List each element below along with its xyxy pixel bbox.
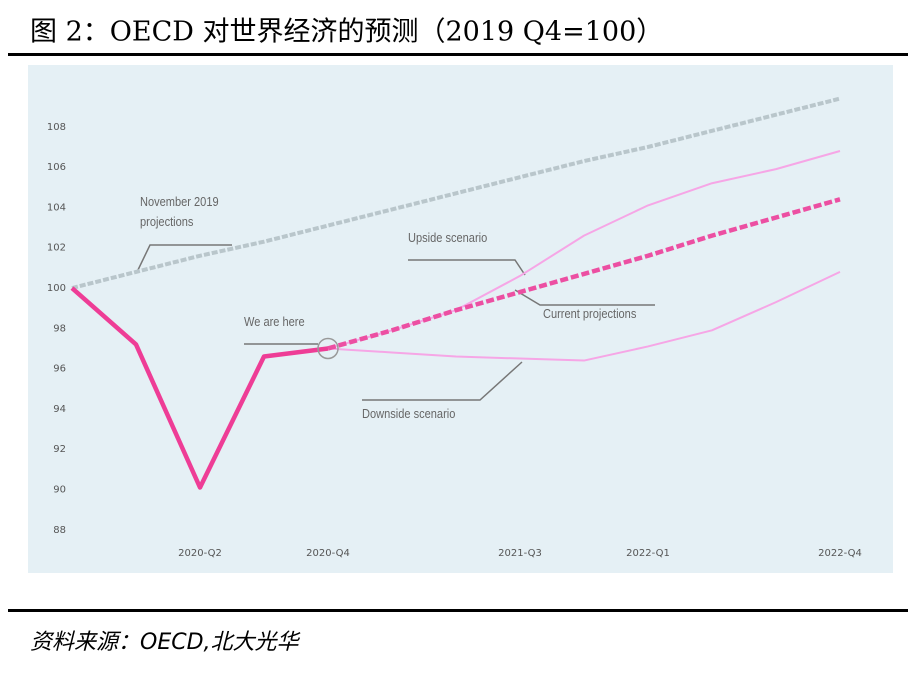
leader (514, 289, 655, 306)
y-tick-label: 108 (47, 122, 66, 133)
source-rule (8, 609, 908, 612)
x-tick-label: 2020-Q2 (178, 548, 222, 559)
plot-background (28, 65, 893, 573)
leader (408, 259, 526, 276)
title-rule (8, 53, 908, 56)
leader (362, 361, 523, 401)
x-tick-label: 2022-Q1 (626, 548, 670, 559)
y-tick-label: 94 (53, 404, 66, 415)
y-tick-label: 98 (53, 323, 66, 334)
source: 资料来源：OECD,北大光华 (30, 630, 302, 655)
y-tick-label: 102 (47, 243, 66, 254)
series-line (70, 286, 329, 490)
series-line (327, 270, 841, 362)
series-line (327, 197, 841, 351)
y-tick-label: 96 (53, 364, 66, 375)
y-tick-label: 90 (53, 485, 66, 496)
y-tick-label: 88 (53, 525, 66, 536)
x-tick-label: 2021-Q3 (498, 548, 542, 559)
annotation: Upside scenario (408, 230, 488, 245)
y-tick-label: 100 (47, 283, 66, 294)
leader (136, 244, 232, 273)
annotation: Current projections (543, 306, 637, 321)
marker-circle (317, 337, 339, 360)
y-tick-label: 92 (53, 444, 66, 455)
annotation-text: Current projections (543, 306, 637, 321)
annotation-text: Upside scenario (408, 230, 488, 245)
series-line (71, 96, 841, 290)
annotation-text: We are here (244, 314, 305, 329)
annotation: Downside scenario (362, 406, 456, 421)
x-tick-label: 2020-Q4 (306, 548, 350, 559)
y-tick-label: 104 (47, 202, 66, 213)
annotation-text: Downside scenario (362, 406, 456, 421)
x-tick-label: 2022-Q4 (818, 548, 862, 559)
leader-lines (136, 244, 655, 401)
annotation: November 2019 projections (140, 194, 219, 229)
annotation-text: November 2019 projections (140, 194, 219, 229)
y-tick-label: 106 (47, 162, 66, 173)
annotation: We are here (244, 314, 305, 329)
chart-title: 图 2：OECD 对世界经济的预测（2019 Q4=100） (30, 17, 663, 48)
